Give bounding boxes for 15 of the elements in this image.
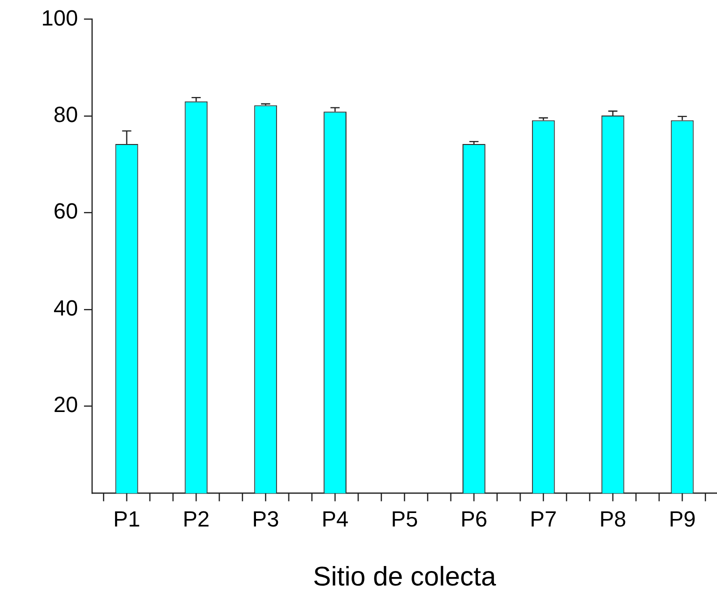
x-tick-label: P6 [460,506,488,532]
x-tick-label: P3 [252,506,280,532]
y-tick-label: 80 [54,102,78,127]
x-tick-label: P4 [322,506,349,532]
x-tick-label: P1 [113,506,140,532]
x-tick-label: P5 [391,506,418,532]
x-tick-label: P7 [530,506,557,532]
y-tick-label: 40 [54,295,78,320]
y-tick-label: 100 [41,5,78,30]
y-tick-label: 20 [54,392,78,418]
x-tick-label: P9 [668,506,696,532]
x-axis-title: Sitio de colecta [312,561,498,592]
x-tick-label: P8 [599,506,626,532]
y-tick-label: 60 [54,198,78,224]
x-tick-label: P2 [182,506,210,532]
